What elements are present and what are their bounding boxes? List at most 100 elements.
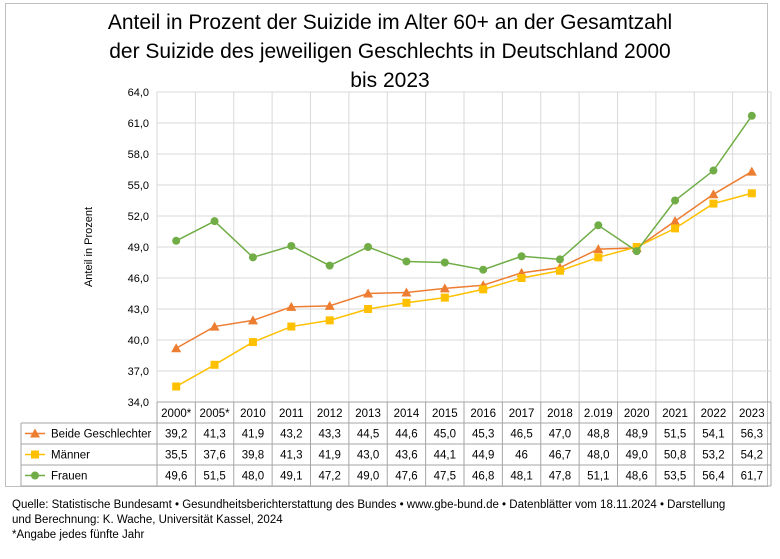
y-axis-label: Anteil in Prozent bbox=[83, 207, 95, 287]
y-tick-label: 64,0 bbox=[128, 87, 149, 99]
data-point bbox=[325, 316, 334, 325]
footnote: *Angabe jedes fünfte Jahr bbox=[12, 529, 145, 541]
y-tick-label: 61,0 bbox=[128, 118, 149, 130]
data-point bbox=[402, 257, 411, 266]
series-lines bbox=[171, 111, 757, 391]
data-point bbox=[172, 236, 181, 245]
data-label: 56,3 bbox=[741, 429, 763, 441]
data-point bbox=[708, 189, 719, 199]
data-label: 47,0 bbox=[549, 429, 571, 441]
y-tick-label: 49,0 bbox=[128, 242, 149, 254]
data-point bbox=[555, 255, 564, 264]
data-label: 45,0 bbox=[434, 429, 456, 441]
data-point bbox=[210, 217, 219, 226]
data-label: 46,7 bbox=[549, 450, 571, 462]
x-tick-label: 2018 bbox=[547, 408, 573, 420]
data-point bbox=[286, 301, 297, 311]
data-point bbox=[210, 360, 219, 369]
chart-title: Anteil in Prozent der Suizide im Alter 6… bbox=[60, 8, 720, 95]
data-label: 44,5 bbox=[357, 429, 379, 441]
x-tick-label: 2010 bbox=[240, 408, 266, 420]
data-label: 48,1 bbox=[510, 471, 532, 483]
data-label: 44,1 bbox=[434, 450, 456, 462]
data-label: 41,9 bbox=[242, 429, 264, 441]
data-point bbox=[594, 221, 603, 230]
data-point bbox=[209, 321, 220, 331]
data-point bbox=[248, 338, 257, 347]
data-label: 61,7 bbox=[741, 471, 763, 483]
x-tick-label: 2020 bbox=[624, 408, 650, 420]
data-point bbox=[479, 285, 488, 294]
data-label: 41,9 bbox=[318, 450, 340, 462]
data-label: 47,8 bbox=[549, 471, 571, 483]
data-point bbox=[632, 247, 641, 256]
data-point bbox=[364, 305, 373, 313]
data-point bbox=[593, 244, 604, 254]
data-label: 43,6 bbox=[395, 450, 417, 462]
x-tick-label: 2023 bbox=[739, 408, 765, 420]
data-point bbox=[247, 315, 258, 325]
x-tick-label: 2005* bbox=[200, 408, 231, 420]
data-table: 2000* 2005* 2010 2011 2012 2013 2014 2015 2016 20… bbox=[20, 401, 772, 487]
data-label: 47,2 bbox=[318, 471, 340, 483]
data-point bbox=[440, 293, 449, 302]
data-point bbox=[671, 224, 680, 233]
data-point bbox=[517, 274, 526, 282]
source-note: Quelle: Statistische Bundesamt • Gesundh… bbox=[12, 498, 772, 543]
data-label: 51,1 bbox=[587, 471, 609, 483]
data-label: 50,8 bbox=[664, 450, 686, 462]
data-label: 48,8 bbox=[587, 429, 609, 441]
data-point bbox=[171, 343, 182, 353]
data-point bbox=[364, 243, 373, 251]
legend-entry: Männer bbox=[51, 450, 90, 462]
data-label: 48,0 bbox=[242, 471, 264, 483]
gridlines bbox=[156, 91, 772, 403]
data-label: 48,0 bbox=[587, 450, 609, 462]
x-tick-label: 2013 bbox=[355, 408, 381, 420]
data-label: 56,4 bbox=[702, 471, 725, 483]
data-label: 49,0 bbox=[625, 450, 647, 462]
data-label: 44,6 bbox=[395, 429, 417, 441]
data-label: 35,5 bbox=[165, 450, 187, 462]
data-point bbox=[709, 166, 718, 175]
y-tick-label: 46,0 bbox=[128, 273, 149, 285]
data-point bbox=[287, 322, 296, 331]
data-point bbox=[363, 288, 374, 298]
data-label: 37,6 bbox=[203, 450, 225, 462]
data-point bbox=[324, 300, 335, 310]
data-point bbox=[479, 265, 488, 274]
data-point bbox=[287, 241, 296, 250]
legend-entry: Beide Geschlechter bbox=[51, 429, 152, 441]
data-label: 51,5 bbox=[664, 429, 686, 441]
legend-key-marker bbox=[31, 450, 39, 459]
data-label: 48,9 bbox=[625, 429, 647, 441]
x-tick-label: 2000* bbox=[161, 408, 192, 420]
data-point bbox=[632, 243, 641, 251]
data-point bbox=[325, 261, 334, 270]
x-tick-label: 2014 bbox=[394, 408, 420, 420]
line-chart: Anteil in Prozent 34,0 37,0 40,0 43,0 46,0 49… bbox=[20, 87, 772, 487]
data-label: 39,2 bbox=[165, 429, 187, 441]
x-tick-label: 2012 bbox=[317, 408, 343, 420]
data-point bbox=[440, 258, 449, 267]
x-tick-label: 2015 bbox=[432, 408, 458, 420]
data-label: 53,2 bbox=[702, 450, 724, 462]
y-tick-label: 58,0 bbox=[128, 149, 149, 161]
y-tick-label: 40,0 bbox=[128, 335, 149, 347]
legend-key-marker bbox=[31, 471, 39, 480]
data-point bbox=[746, 166, 757, 176]
data-point bbox=[555, 266, 564, 275]
data-label: 43,3 bbox=[318, 429, 340, 441]
data-point bbox=[439, 283, 450, 293]
data-label: 46,8 bbox=[472, 471, 494, 483]
data-label: 43,2 bbox=[280, 429, 302, 441]
data-point bbox=[594, 253, 603, 262]
data-label: 51,5 bbox=[203, 471, 225, 483]
y-tick-label: 43,0 bbox=[128, 304, 149, 316]
y-tick-label: 37,0 bbox=[128, 366, 149, 378]
series-line bbox=[175, 192, 753, 388]
data-label: 41,3 bbox=[203, 429, 225, 441]
data-point bbox=[172, 382, 181, 391]
data-point bbox=[709, 199, 718, 208]
data-point bbox=[401, 287, 412, 297]
